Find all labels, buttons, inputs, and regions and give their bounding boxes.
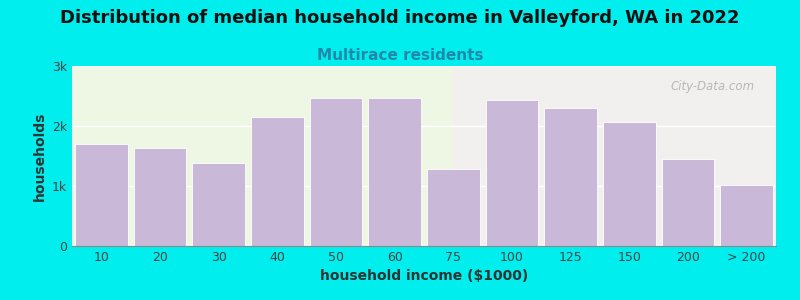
X-axis label: household income ($1000): household income ($1000) — [320, 269, 528, 284]
Bar — [662, 159, 714, 246]
Bar — [310, 98, 362, 246]
Bar — [720, 185, 773, 246]
Bar — [603, 122, 656, 246]
Bar — [251, 117, 304, 246]
Bar — [192, 163, 245, 246]
Text: Distribution of median household income in Valleyford, WA in 2022: Distribution of median household income … — [60, 9, 740, 27]
Bar — [544, 108, 597, 246]
Bar — [75, 144, 128, 246]
Bar — [486, 100, 538, 246]
Bar — [368, 98, 421, 246]
Bar — [427, 169, 480, 246]
Text: Multirace residents: Multirace residents — [317, 48, 483, 63]
Text: City-Data.com: City-Data.com — [670, 80, 755, 93]
Bar — [72, 66, 454, 246]
Bar — [454, 66, 776, 246]
Y-axis label: households: households — [33, 111, 46, 201]
Bar — [134, 148, 186, 246]
